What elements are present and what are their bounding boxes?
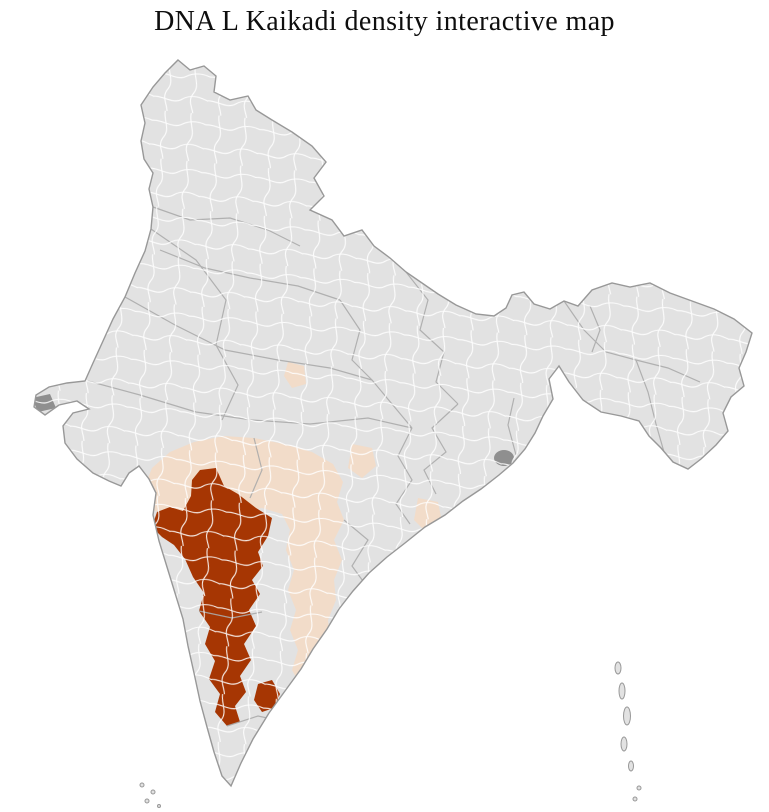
island [620, 736, 628, 752]
island [150, 789, 156, 795]
page-title: DNA L Kaikadi density interactive map [154, 6, 615, 37]
island [628, 760, 634, 772]
island [157, 804, 161, 808]
island [614, 661, 622, 675]
island [636, 785, 642, 791]
island [632, 796, 638, 802]
islands [139, 661, 642, 808]
island [623, 706, 631, 726]
island-group[interactable] [139, 661, 642, 808]
island [139, 782, 145, 788]
island [618, 682, 626, 700]
island [144, 798, 150, 804]
district-borders-mesh [34, 60, 752, 786]
